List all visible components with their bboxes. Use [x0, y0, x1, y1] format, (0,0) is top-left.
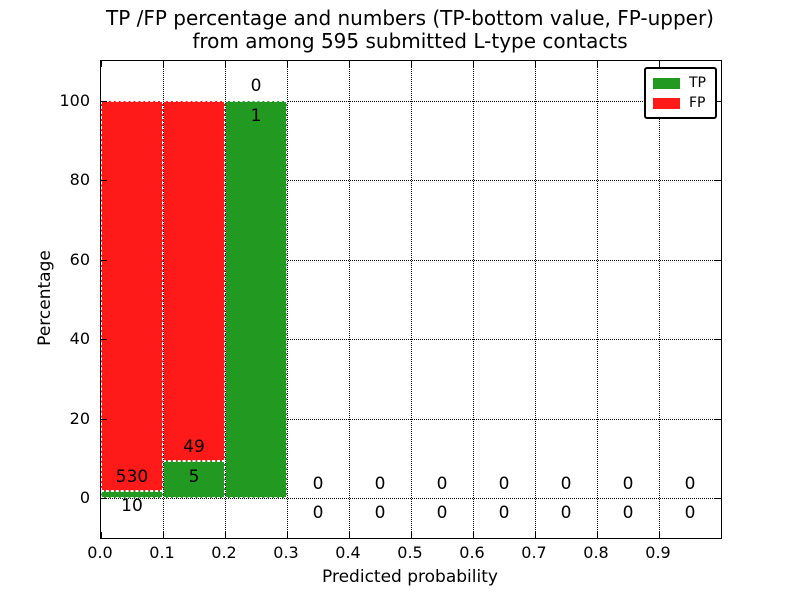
legend-item-tp: TP	[653, 76, 706, 90]
y-tick-mark	[101, 498, 107, 500]
tp-color-swatch	[653, 77, 680, 89]
fp-count-label: 0	[622, 473, 634, 494]
fp-count-label: 0	[498, 473, 510, 494]
fp-count-label: 0	[250, 76, 262, 97]
tp-count-label: 0	[436, 503, 448, 524]
tp-count-label: 0	[622, 503, 634, 524]
tp-count-label: 0	[560, 503, 572, 524]
y-tick-mark	[715, 259, 721, 261]
x-tick-label: 0.4	[335, 543, 361, 562]
tp-count-label: 0	[498, 503, 510, 524]
fp-count-label: 0	[312, 473, 324, 494]
vertical-gridline	[349, 61, 350, 538]
x-tick-mark	[411, 61, 412, 67]
tp-count-label: 1	[250, 105, 262, 126]
vertical-gridline	[163, 61, 164, 538]
tp-count-label: 10	[121, 496, 143, 516]
vertical-gridline	[287, 61, 288, 538]
x-tick-mark	[659, 61, 660, 67]
x-tick-mark	[473, 61, 474, 67]
fp-count-label: 0	[560, 473, 572, 494]
legend-item-fp: FP	[653, 96, 706, 110]
chart-title-line2: from among 595 submitted L-type contacts	[192, 29, 628, 53]
x-tick-label: 0.0	[87, 543, 113, 562]
x-axis-title: Predicted probability	[322, 567, 498, 587]
x-tick-mark	[411, 532, 412, 538]
vertical-gridline	[535, 61, 536, 538]
tp-count-label: 5	[188, 466, 200, 487]
x-tick-label: 0.5	[397, 543, 423, 562]
tp-bar	[163, 461, 225, 499]
x-tick-label: 0.2	[211, 543, 237, 562]
fp-count-label: 0	[436, 473, 448, 494]
x-tick-label: 0.7	[521, 543, 547, 562]
fp-bar	[163, 100, 225, 462]
x-tick-mark	[473, 532, 474, 538]
fp-count-label: 49	[183, 437, 205, 458]
x-tick-mark	[597, 532, 598, 538]
x-tick-mark	[225, 532, 226, 538]
tp-bar	[225, 100, 287, 499]
legend: TP FP	[644, 67, 717, 119]
x-tick-mark	[101, 532, 102, 538]
fp-count-label: 530	[115, 466, 149, 487]
y-tick-mark	[715, 339, 721, 341]
fp-count-label: 0	[374, 473, 386, 494]
tp-count-label: 0	[684, 503, 696, 524]
y-tick-mark	[101, 100, 107, 102]
y-tick-label: 40	[69, 329, 90, 349]
x-tick-mark	[597, 61, 598, 67]
x-tick-label: 0.9	[645, 543, 671, 562]
x-tick-label: 0.8	[583, 543, 609, 562]
plot-area: TP FP 530 10 49 5 0 1 0 0 0 0 0 0 0 0 0 0 0 0 0 0	[100, 60, 722, 539]
vertical-gridline	[659, 61, 660, 538]
y-tick-mark	[715, 180, 721, 182]
vertical-gridline	[473, 61, 474, 538]
y-tick-mark	[101, 180, 107, 182]
x-tick-label: 0.1	[149, 543, 175, 562]
y-tick-mark	[101, 259, 107, 261]
y-tick-label: 100	[59, 90, 90, 110]
tp-count-label: 0	[312, 503, 324, 524]
y-tick-mark	[715, 498, 721, 500]
x-tick-label: 0.3	[273, 543, 299, 562]
y-tick-label: 0	[79, 488, 90, 508]
x-tick-mark	[163, 61, 164, 67]
x-tick-mark	[349, 532, 350, 538]
x-tick-mark	[101, 61, 102, 67]
y-tick-label: 20	[69, 408, 90, 428]
x-tick-mark	[535, 61, 536, 67]
chart-title-line1: TP /FP percentage and numbers (TP-bottom…	[106, 6, 714, 30]
x-tick-label: 0.6	[459, 543, 485, 562]
x-tick-mark	[287, 61, 288, 67]
fp-color-swatch	[653, 97, 680, 109]
vertical-gridline	[597, 61, 598, 538]
legend-label-tp: TP	[689, 75, 706, 91]
y-tick-mark	[715, 418, 721, 420]
tp-bar	[101, 490, 163, 499]
x-tick-mark	[163, 532, 164, 538]
chart-title: TP /FP percentage and numbers (TP-bottom…	[100, 7, 720, 53]
y-tick-mark	[715, 100, 721, 102]
x-tick-mark	[659, 532, 660, 538]
tp-count-label: 0	[374, 503, 386, 524]
x-tick-mark	[535, 532, 536, 538]
vertical-gridline	[225, 61, 226, 538]
x-tick-mark	[349, 61, 350, 67]
fp-bar	[101, 100, 163, 491]
y-tick-label: 60	[69, 249, 90, 269]
vertical-gridline	[411, 61, 412, 538]
y-tick-label: 80	[69, 170, 90, 190]
y-tick-mark	[101, 339, 107, 341]
legend-label-fp: FP	[689, 95, 706, 111]
fp-count-label: 0	[684, 473, 696, 494]
x-tick-mark	[287, 532, 288, 538]
y-tick-mark	[101, 418, 107, 420]
x-tick-mark	[225, 61, 226, 67]
